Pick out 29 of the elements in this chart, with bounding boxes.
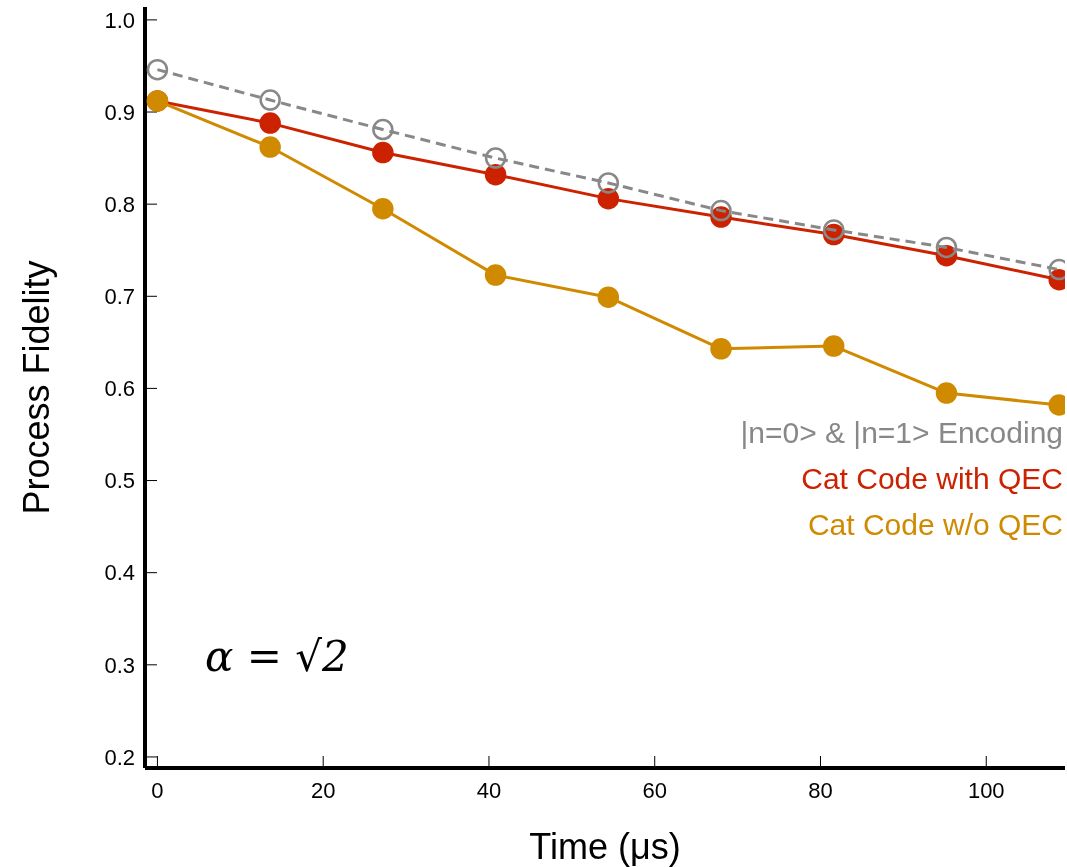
x-tick-label: 80 [808,777,833,803]
x-tick-label: 60 [642,777,667,803]
x-tick-label: 100 [967,777,1005,803]
point [372,118,394,141]
y-tick-label: 0.2 [104,744,135,770]
point [484,147,507,169]
y-tick-label: 0.4 [104,560,135,586]
annotation: α = √2 [205,632,349,681]
text: |n=0> & |n=1> Encoding [740,415,1063,451]
y-axis-title: Process Fidelity [15,260,57,515]
y-tick-label: 0.5 [104,468,135,494]
y-tick-label: 0.8 [104,191,135,217]
text: Cat Code w/o QEC [806,507,1063,543]
x-tick-label: 40 [476,777,502,803]
x-tick-label: 0 [151,777,164,803]
y-tick-label: 0.7 [104,284,135,310]
text: Cat Code with QEC [800,461,1063,497]
y-tick-label: 0.9 [104,99,135,125]
point [597,172,620,194]
y-tick-label: 1.0 [104,7,135,33]
point [823,219,845,241]
point [259,89,281,111]
point [710,199,732,222]
y-tick-label: 0.6 [104,376,135,402]
point [146,58,169,81]
x-axis-title: Time (μs) [529,826,681,867]
y-tick-label: 0.3 [104,652,135,678]
point [935,236,958,259]
x-tick-label: 20 [310,777,336,803]
